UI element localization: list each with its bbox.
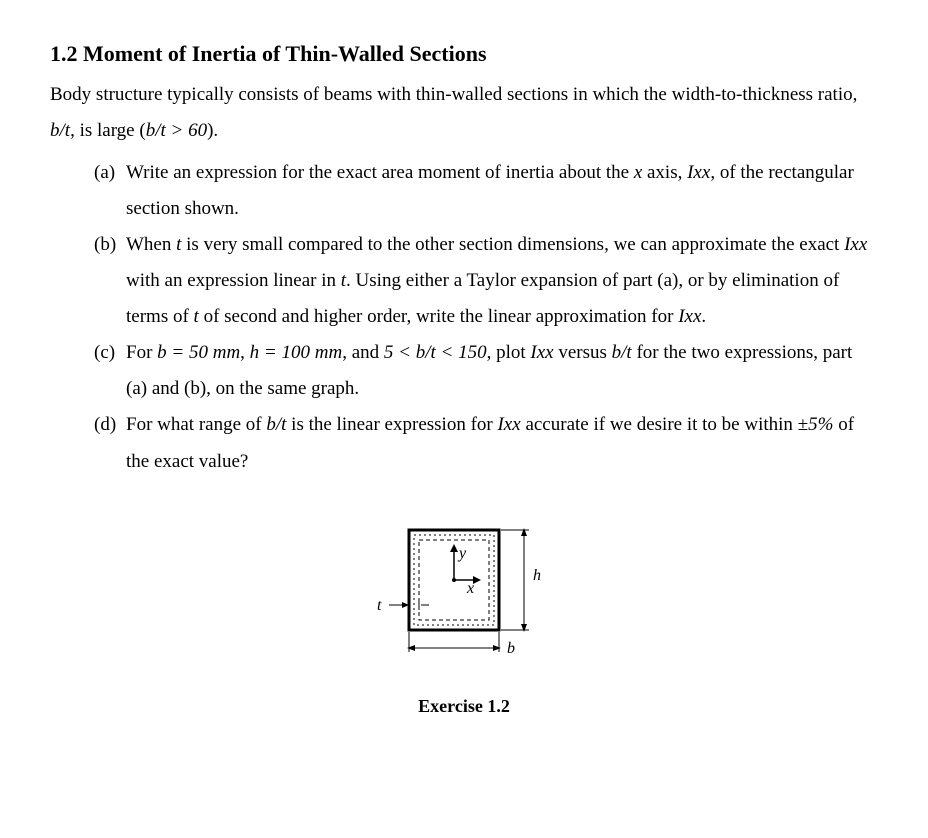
part-text: with an expression linear in	[126, 270, 341, 291]
label-x: x	[466, 580, 474, 597]
var-ixx: Ixx	[530, 342, 553, 363]
part-text: When	[126, 234, 176, 255]
cross-section-diagram: y x t b h	[349, 520, 579, 670]
label-h: h	[533, 567, 541, 584]
part-c: (c) For b = 50 mm, h = 100 mm, and 5 < b…	[94, 335, 878, 407]
var-range: 5 < b/t < 150	[384, 342, 487, 363]
var-b: b = 50 mm	[157, 342, 240, 363]
var-ixx: Ixx	[678, 306, 701, 327]
label-y: y	[457, 545, 467, 562]
part-text: axis,	[642, 162, 687, 183]
part-text: , plot	[487, 342, 531, 363]
part-d: (d) For what range of b/t is the linear …	[94, 407, 878, 479]
label-t: t	[377, 597, 382, 614]
parts-list: (a) Write an expression for the exact ar…	[50, 155, 878, 480]
part-marker: (d)	[94, 407, 116, 443]
var-x: x	[634, 162, 642, 183]
part-b: (b) When t is very small compared to the…	[94, 227, 878, 335]
var-h: h = 100 mm	[250, 342, 343, 363]
var-ixx: Ixx	[844, 234, 867, 255]
var-bt: b/t	[612, 342, 632, 363]
figure: y x t b h	[50, 520, 878, 723]
var-ixx: Ixx	[497, 414, 520, 435]
var-bt: b/t	[266, 414, 286, 435]
part-marker: (b)	[94, 227, 116, 263]
part-text: versus	[554, 342, 612, 363]
part-text: , and	[342, 342, 384, 363]
part-marker: (a)	[94, 155, 115, 191]
part-text: For what range of	[126, 414, 266, 435]
part-text: accurate if we desire it to be within	[521, 414, 798, 435]
intro-ratio: b/t	[50, 120, 70, 141]
label-b: b	[507, 640, 515, 657]
part-marker: (c)	[94, 335, 115, 371]
intro-paragraph: Body structure typically consists of bea…	[50, 77, 878, 149]
figure-caption: Exercise 1.2	[50, 689, 878, 723]
intro-text: Body structure typically consists of bea…	[50, 84, 857, 105]
part-text: is the linear expression for	[286, 414, 497, 435]
part-text: of second and higher order, write the li…	[199, 306, 678, 327]
var-ixx: Ixx	[687, 162, 710, 183]
intro-text: ).	[207, 120, 218, 141]
part-text: is very small compared to the other sect…	[181, 234, 844, 255]
part-text: For	[126, 342, 157, 363]
intro-text: , is large (	[70, 120, 146, 141]
intro-condition: b/t > 60	[146, 120, 207, 141]
part-text: Write an expression for the exact area m…	[126, 162, 634, 183]
section-heading: 1.2 Moment of Inertia of Thin-Walled Sec…	[50, 40, 878, 69]
var-pct: ±5%	[798, 414, 834, 435]
part-text: ,	[240, 342, 250, 363]
part-a: (a) Write an expression for the exact ar…	[94, 155, 878, 227]
part-text: .	[701, 306, 706, 327]
